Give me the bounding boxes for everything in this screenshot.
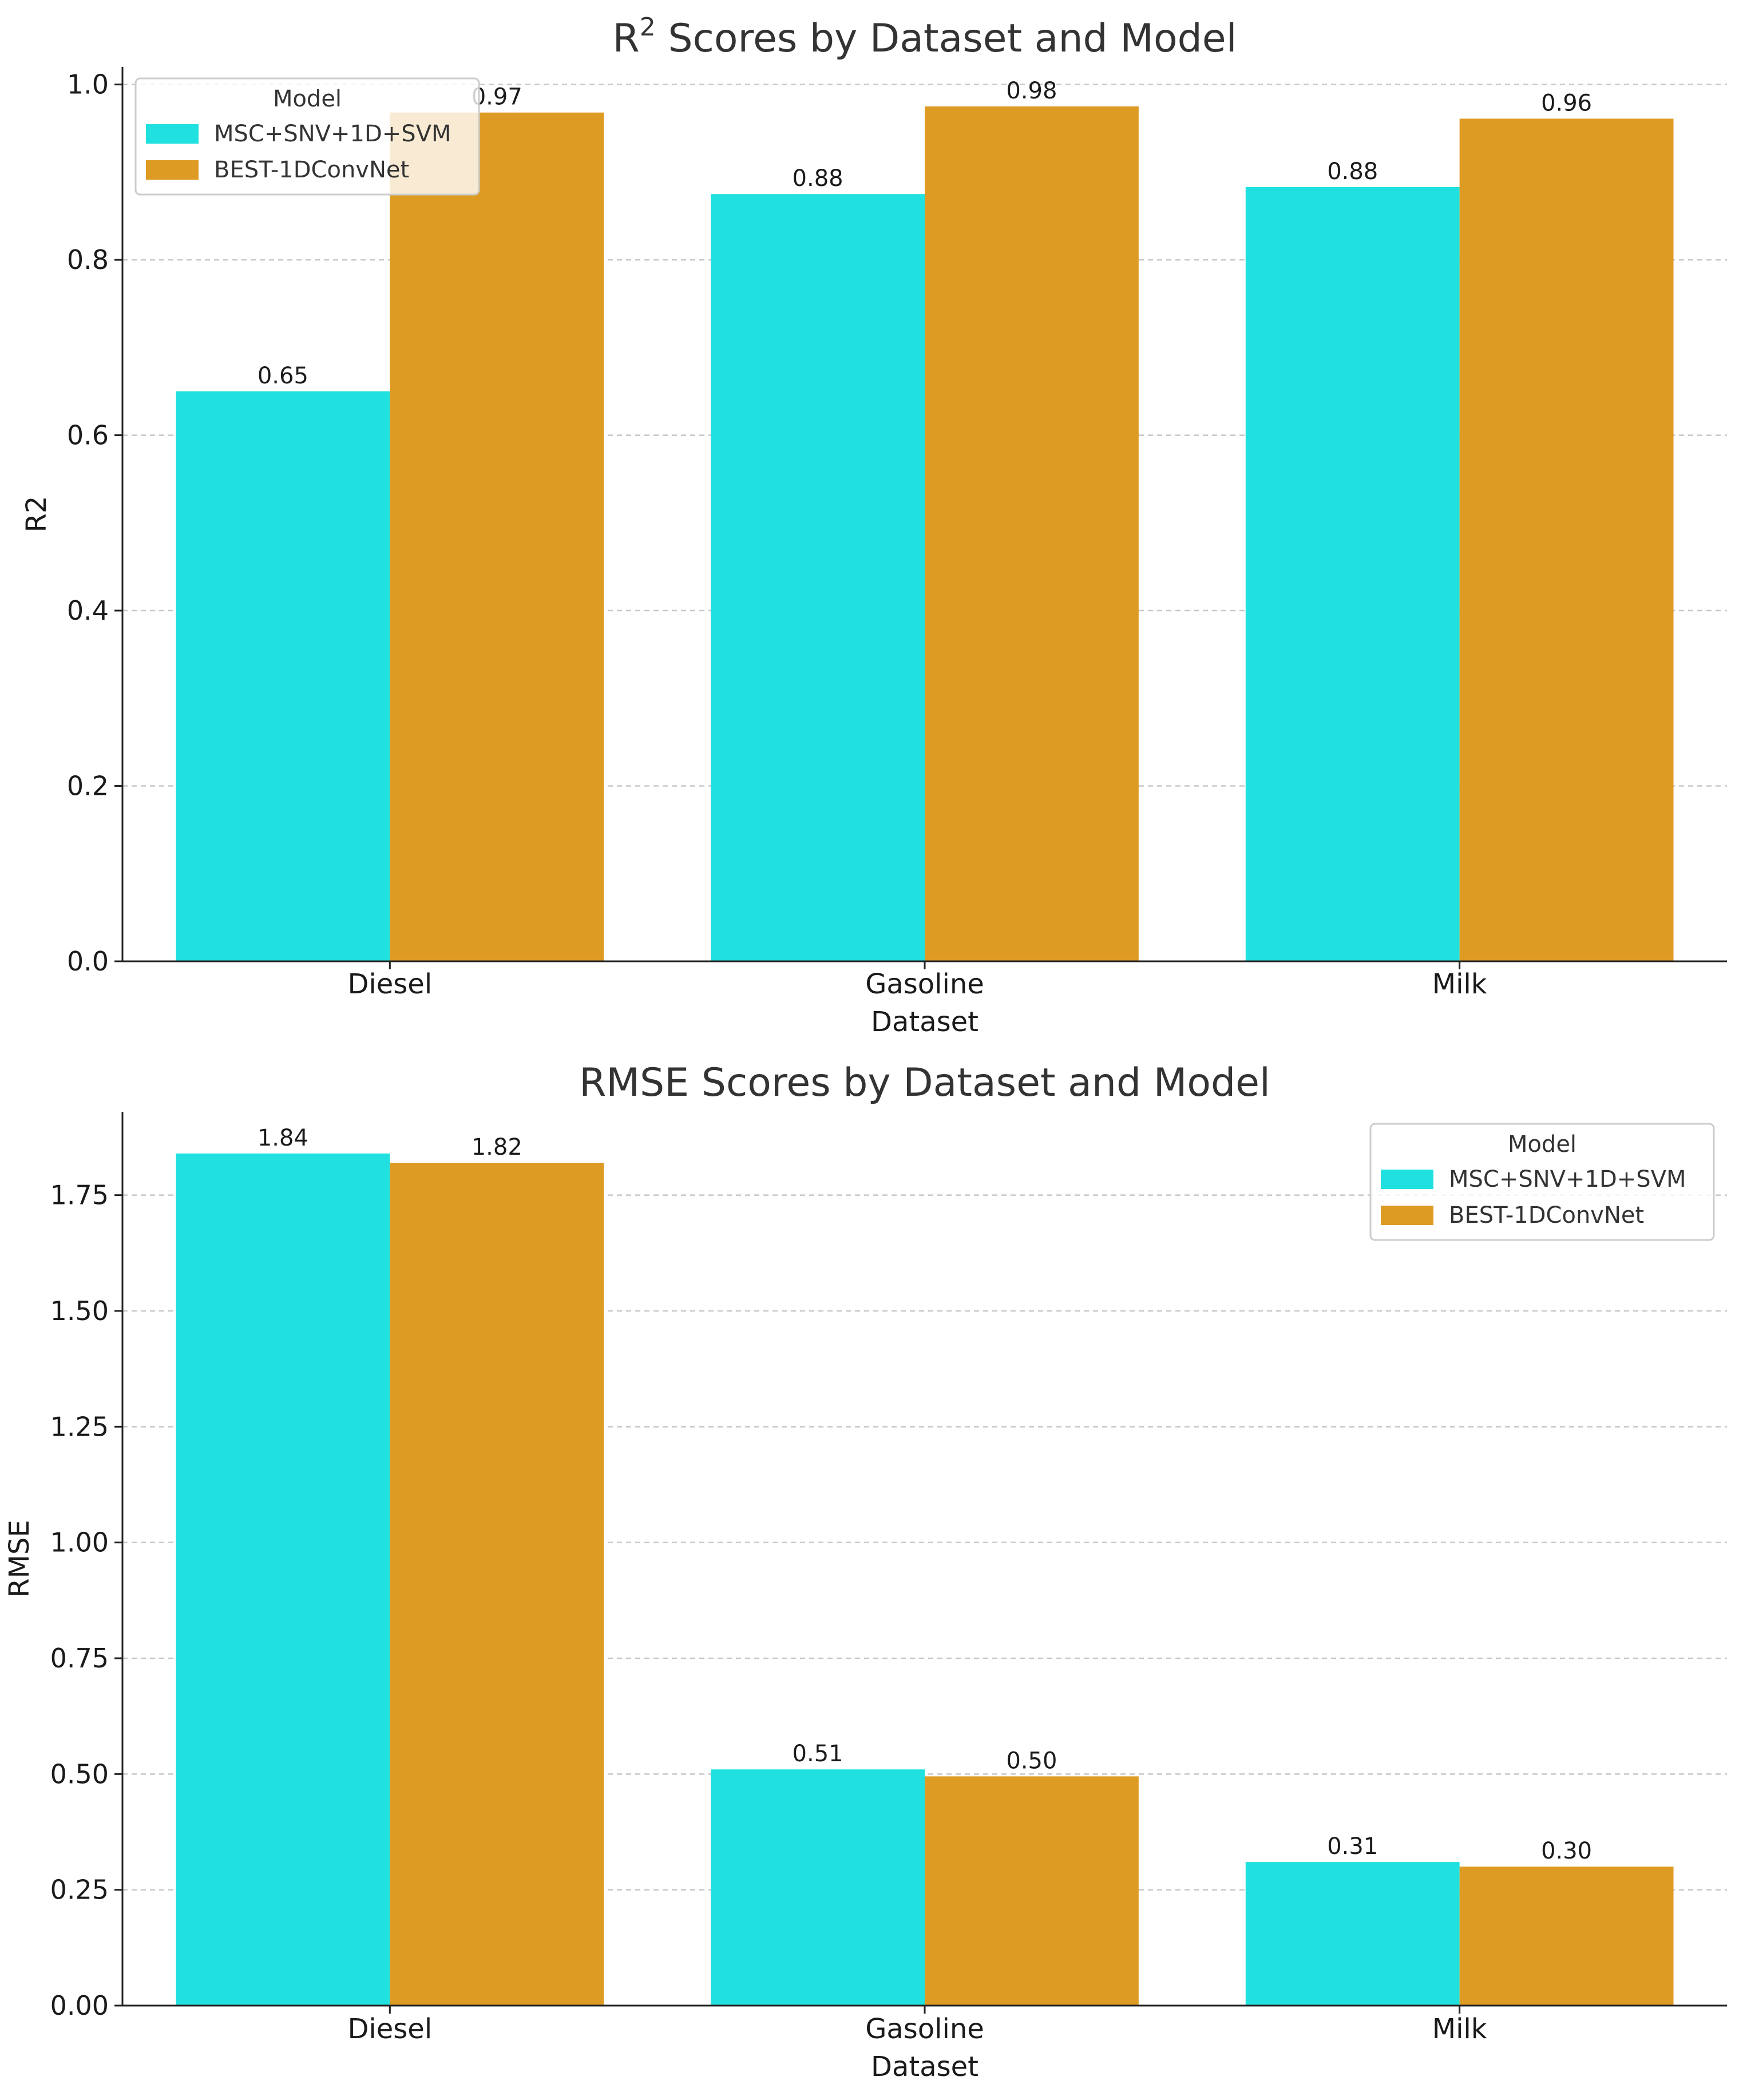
rmse-chart: 1.84 0.51 0.31 1.82 0.50 0.30 0.00 0.25 0.50 0.75…: [3, 1060, 1727, 2083]
x-axis-title: Dataset: [871, 1006, 979, 1038]
data-label: 0.30: [1541, 1838, 1592, 1864]
legend: Model MSC+SNV+1D+SVM BEST-1DConvNet: [134, 77, 480, 196]
bar-diesel-0: [176, 391, 390, 961]
data-label: 0.97: [472, 84, 522, 110]
data-label: 0.96: [1541, 90, 1592, 116]
chart-title-superscript: 2: [640, 13, 656, 42]
y-axis-title: R2: [21, 496, 53, 533]
legend-label-1: BEST-1DConvNet: [1449, 1202, 1644, 1229]
x-tick-label: Gasoline: [865, 968, 984, 1000]
y-tick-label: 1.0: [67, 69, 109, 100]
data-label: 0.88: [1327, 159, 1378, 185]
bar-diesel-0: [176, 1153, 390, 2006]
legend: Model MSC+SNV+1D+SVM BEST-1DConvNet: [1369, 1123, 1715, 1241]
legend-label-0: MSC+SNV+1D+SVM: [1449, 1166, 1686, 1192]
series-0: 0.65 0.88 0.88: [176, 159, 1460, 961]
y-tick-label: 1.00: [50, 1527, 109, 1558]
legend-label-1: BEST-1DConvNet: [214, 157, 409, 183]
chart-title-text: RMSE Scores by Dataset and Model: [579, 1060, 1270, 1106]
bar-diesel-1: [390, 112, 604, 961]
series-0: 1.84 0.51 0.31: [176, 1125, 1460, 2006]
legend-title: Model: [1508, 1131, 1576, 1158]
r2-chart: 0.65 0.88 0.88 0.97 0.98 0.96 0.0 0.2 0.4 0.6 0.8 1…: [21, 13, 1727, 1038]
y-tick-label: 1.25: [50, 1411, 109, 1442]
data-label: 0.31: [1327, 1833, 1378, 1860]
chart-title: R2 Scores by Dataset and Model: [613, 13, 1237, 61]
legend-swatch-1: [1381, 1206, 1433, 1225]
data-label: 0.65: [258, 363, 308, 389]
y-tick-label: 1.75: [50, 1180, 109, 1211]
y-tick-label: 0.00: [50, 1990, 109, 2021]
y-tick-label: 0.75: [50, 1643, 109, 1674]
y-tick-label: 0.6: [67, 420, 109, 451]
bar-milk-0: [1245, 187, 1460, 961]
bar-gasoline-1: [925, 106, 1139, 961]
bar-diesel-1: [390, 1163, 604, 2006]
bar-gasoline-1: [925, 1776, 1139, 2006]
legend-swatch-1: [146, 160, 199, 180]
x-tick-label: Diesel: [347, 2013, 432, 2045]
data-label: 0.51: [793, 1741, 843, 1767]
series-1: 1.82 0.50 0.30: [390, 1134, 1674, 2006]
x-axis-title: Dataset: [871, 2051, 979, 2083]
bar-milk-1: [1459, 1867, 1674, 2006]
bar-gasoline-0: [711, 194, 925, 961]
data-label: 0.50: [1006, 1748, 1057, 1774]
bar-milk-1: [1459, 118, 1674, 962]
data-label: 0.88: [793, 165, 843, 192]
data-label: 1.84: [258, 1125, 308, 1151]
y-tick-label: 0.8: [67, 244, 109, 275]
legend-box: [1369, 1123, 1715, 1241]
x-tick-label: Diesel: [347, 968, 432, 1000]
y-tick-label: 1.50: [50, 1295, 109, 1326]
legend-swatch-0: [146, 124, 199, 144]
y-tick-label: 0.25: [50, 1875, 109, 1905]
chart-title-text: R: [613, 16, 640, 61]
bar-gasoline-0: [711, 1769, 925, 2006]
x-tick-label: Gasoline: [865, 2013, 984, 2045]
legend-label-0: MSC+SNV+1D+SVM: [214, 121, 451, 147]
legend-box: [134, 77, 480, 196]
x-tick-label: Milk: [1432, 2013, 1487, 2045]
chart-title: RMSE Scores by Dataset and Model: [579, 1060, 1270, 1106]
y-tick-label: 0.50: [50, 1758, 109, 1789]
y-tick-label: 0.4: [67, 595, 109, 626]
chart-title-text-rest: Scores by Dataset and Model: [656, 16, 1237, 61]
x-tick-label: Milk: [1432, 968, 1487, 1000]
legend-swatch-0: [1381, 1170, 1433, 1189]
y-tick-label: 0.2: [67, 771, 109, 802]
legend-title: Model: [273, 86, 342, 112]
y-tick-label: 0.0: [67, 946, 109, 977]
y-axis-title: RMSE: [3, 1520, 35, 1598]
data-label: 0.98: [1006, 78, 1057, 104]
bar-milk-0: [1245, 1862, 1460, 2006]
series-1: 0.97 0.98 0.96: [390, 78, 1674, 962]
data-label: 1.82: [472, 1134, 522, 1160]
